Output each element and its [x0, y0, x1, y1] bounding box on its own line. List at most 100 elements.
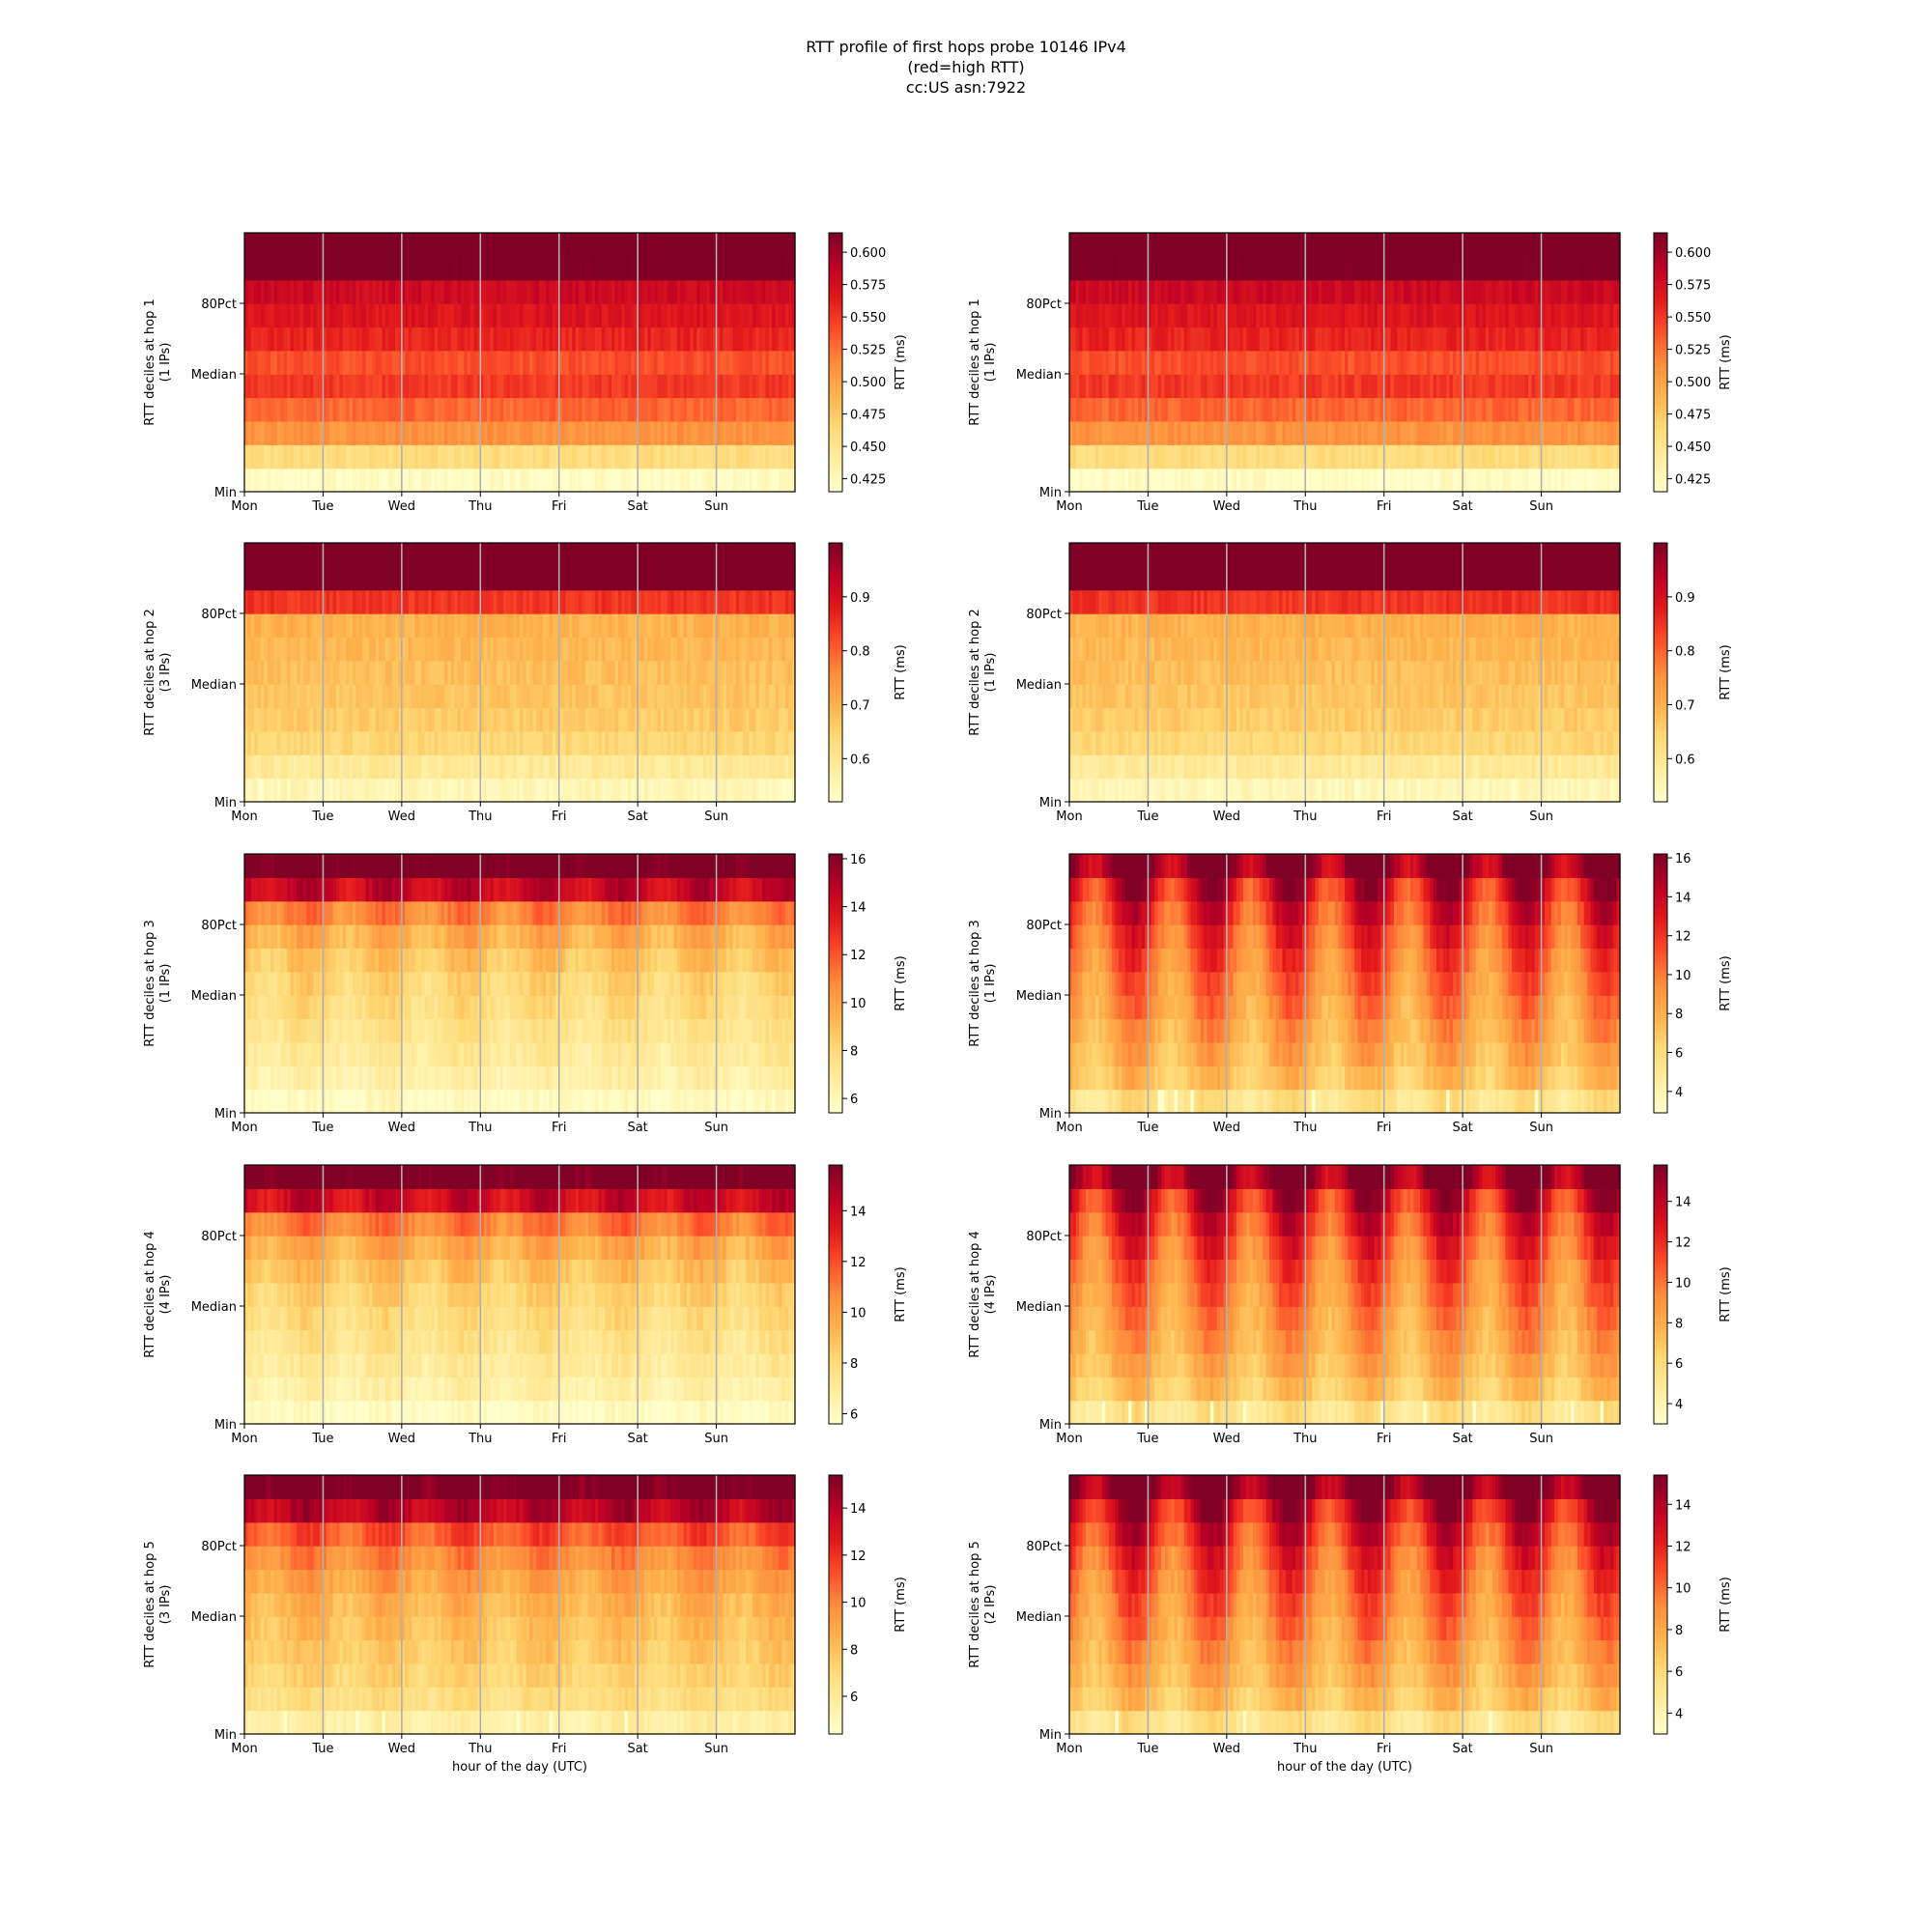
heatmap-cell [1233, 374, 1237, 399]
heatmap-cell [267, 397, 271, 422]
heatmap-cell [365, 327, 370, 352]
heatmap-cell [1416, 327, 1421, 352]
heatmap-cell [546, 233, 551, 257]
colorbar: 0.4250.4500.4750.5000.5250.5500.5750.600… [828, 232, 908, 493]
heatmap-cell [384, 279, 389, 304]
heatmap-cell [634, 256, 639, 281]
heatmap-cell [1348, 327, 1352, 352]
heatmap-cell [703, 233, 707, 257]
heatmap-cell [1122, 233, 1126, 257]
heatmap-cell [1590, 303, 1595, 328]
heatmap-cell [699, 279, 704, 304]
heatmap-cell [1393, 468, 1398, 493]
heatmap-cell [716, 327, 721, 352]
heatmap-cell [1485, 350, 1490, 375]
heatmap-cell [464, 233, 469, 257]
heatmap-cell [428, 279, 432, 304]
heatmap-cell [267, 420, 271, 445]
heatmap-cell [1154, 468, 1159, 493]
heatmap-cell [591, 256, 596, 281]
heatmap-cell [408, 707, 412, 732]
heatmap-cell [732, 397, 737, 422]
heatmap-cell [762, 256, 767, 281]
colorbar-segment [829, 254, 842, 258]
heatmap-cell [781, 420, 786, 445]
heatmap-cell [779, 374, 783, 399]
heatmap-cell [1089, 420, 1094, 445]
heatmap-cell [244, 233, 248, 257]
heatmap-cell [1590, 350, 1595, 375]
heatmap-cell [299, 420, 304, 445]
heatmap-cell [1141, 303, 1146, 328]
heatmap-cell [303, 303, 308, 328]
heatmap-cell [339, 397, 344, 422]
heatmap-cell [1177, 303, 1181, 328]
heatmap-cell [1439, 256, 1444, 281]
heatmap-cell [316, 256, 321, 281]
heatmap-cell [1613, 468, 1618, 493]
heatmap-cell [290, 468, 295, 493]
heatmap-cell [634, 468, 639, 493]
heatmap-cell [1079, 350, 1084, 375]
heatmap-cell [513, 660, 518, 685]
heatmap-cell [244, 327, 248, 352]
heatmap-cell [1187, 444, 1192, 469]
heatmap-cell [1521, 279, 1526, 304]
colorbar-segment [829, 241, 842, 244]
heatmap-cell [579, 350, 583, 375]
heatmap-cell [290, 327, 295, 352]
heatmap-cell [329, 613, 334, 639]
colorbar-segment [829, 291, 842, 295]
heatmap-cell [1475, 327, 1480, 352]
colorbar-segment [829, 252, 842, 255]
heatmap-cell [1085, 374, 1090, 399]
heatmap-cell [1498, 350, 1503, 375]
heatmap-cell [775, 350, 780, 375]
heatmap-cell [723, 468, 727, 493]
heatmap-cell [621, 444, 626, 469]
heatmap-cell [1092, 256, 1096, 281]
heatmap-cell [464, 327, 469, 352]
heatmap-cell [1085, 420, 1090, 445]
heatmap-cell [762, 279, 767, 304]
heatmap-cell [362, 613, 367, 639]
heatmap-cell [667, 303, 671, 328]
heatmap-cell [719, 374, 724, 399]
heatmap-cell [493, 397, 497, 422]
heatmap-cell [667, 444, 671, 469]
heatmap-cell [1600, 444, 1605, 469]
heatmap-cell [250, 397, 255, 422]
heatmap-cell [562, 303, 567, 328]
heatmap-cell [450, 303, 455, 328]
heatmap-cell [624, 327, 629, 352]
heatmap-cell [405, 279, 410, 304]
heatmap-cell [575, 374, 580, 399]
heatmap-cell [739, 303, 744, 328]
heatmap-cell [280, 303, 285, 328]
heatmap-cell [509, 303, 514, 328]
heatmap-cell [598, 468, 603, 493]
heatmap-cell [1544, 303, 1548, 328]
heatmap-cell [605, 374, 610, 399]
heatmap-cell [690, 279, 695, 304]
heatmap-cell [699, 397, 704, 422]
heatmap-cell [1128, 420, 1133, 445]
heatmap-cell [358, 468, 363, 493]
heatmap-cell [1531, 327, 1536, 352]
heatmap-cell [1131, 397, 1136, 422]
heatmap-cell [1324, 468, 1329, 493]
heatmap-cell [529, 303, 534, 328]
x-tick-label-thu: Thu [1293, 499, 1317, 514]
heatmap-cell [1124, 303, 1129, 328]
heatmap-cell [460, 468, 465, 493]
heatmap-cell [683, 256, 688, 281]
heatmap-cell [696, 397, 701, 422]
heatmap-cell [591, 327, 596, 352]
heatmap-cell [257, 468, 262, 493]
heatmap-cell [270, 566, 275, 591]
colorbar-segment [829, 450, 842, 454]
heatmap-cell [339, 589, 344, 614]
heatmap-cell [384, 327, 389, 352]
heatmap-cell [365, 350, 370, 375]
heatmap-cell [408, 543, 412, 567]
